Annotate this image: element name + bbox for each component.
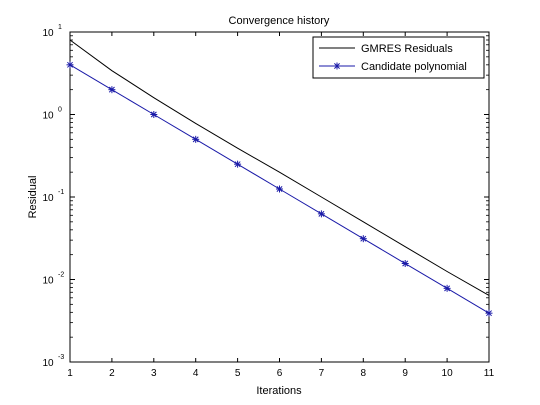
chart-title: Convergence history xyxy=(229,15,330,27)
y-axis-label: Residual xyxy=(27,176,39,219)
legend-marker-candidate xyxy=(333,62,341,70)
data-point-candidate xyxy=(443,284,451,292)
series-layer xyxy=(66,39,493,317)
y-tick-label: 10 xyxy=(42,358,54,369)
data-point-candidate xyxy=(485,309,493,317)
data-point-candidate xyxy=(150,111,158,118)
y-tick-label: 10 xyxy=(42,276,54,287)
x-tick-label: 5 xyxy=(235,368,241,379)
data-point-candidate xyxy=(192,135,200,143)
x-axis-label: Iterations xyxy=(256,385,302,397)
y-tick-exponent: -1 xyxy=(58,189,64,196)
x-tick-label: 2 xyxy=(109,368,115,379)
x-tick-label: 8 xyxy=(361,368,367,379)
x-tick-label: 9 xyxy=(402,368,408,379)
data-point-candidate xyxy=(66,61,74,69)
y-axis-ticks: 10 1 10 0 10 -1 10 -2 10 -3 xyxy=(42,24,489,369)
data-point-candidate xyxy=(359,235,367,243)
x-tick-label: 4 xyxy=(193,368,199,379)
legend-asterisk-icon xyxy=(333,62,341,70)
data-point-candidate xyxy=(108,86,116,94)
data-point-candidate xyxy=(276,185,283,193)
legend-label-candidate: Candidate polynomial xyxy=(361,61,467,73)
x-tick-label: 3 xyxy=(151,368,157,379)
x-axis-ticks: 1 2 3 4 5 6 7 8 9 10 11 xyxy=(67,32,495,379)
data-point-candidate xyxy=(234,160,242,168)
x-tick-label: 10 xyxy=(442,368,454,379)
y-tick-label: 10 xyxy=(42,193,54,204)
x-tick-label: 11 xyxy=(484,368,495,379)
y-tick-exponent: 0 xyxy=(58,107,62,114)
legend-box xyxy=(312,36,485,79)
x-tick-label: 6 xyxy=(277,368,283,379)
y-tick-label: 10 xyxy=(42,28,54,39)
data-point-candidate xyxy=(401,260,409,268)
y-tick-label: 10 xyxy=(42,111,54,122)
y-tick-exponent: -3 xyxy=(58,354,64,361)
legend: GMRES Residuals Candidate polynomial xyxy=(312,36,485,79)
legend-label-gmres: GMRES Residuals xyxy=(361,43,453,55)
data-point-candidate xyxy=(317,210,325,218)
series-line-gmres xyxy=(69,39,490,296)
plot-area xyxy=(69,31,490,363)
y-tick-exponent: 1 xyxy=(58,24,62,31)
x-tick-label: 7 xyxy=(319,368,325,379)
x-tick-label: 1 xyxy=(67,368,73,379)
y-tick-exponent: -2 xyxy=(58,272,64,279)
